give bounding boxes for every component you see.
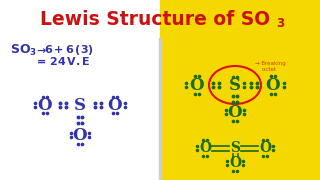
Text: O: O (229, 156, 241, 170)
Text: $\mathbf{6+6\,(3)}$: $\mathbf{6+6\,(3)}$ (44, 43, 94, 57)
Text: S: S (74, 96, 86, 114)
Text: O: O (228, 103, 242, 120)
Bar (160, 0, 320, 38)
Text: O: O (73, 127, 87, 143)
Text: S: S (229, 76, 241, 93)
Text: S: S (230, 141, 240, 155)
Text: O: O (199, 141, 211, 155)
Text: $\mathbf{=\,24\,V.E}$: $\mathbf{=\,24\,V.E}$ (34, 55, 91, 67)
Text: O: O (259, 141, 271, 155)
Text: O: O (190, 76, 204, 93)
Text: O: O (266, 76, 280, 93)
Text: 3: 3 (276, 17, 284, 30)
Bar (160, 38, 320, 180)
Text: O: O (108, 96, 122, 114)
Text: $\mathbf{SO_3}$: $\mathbf{SO_3}$ (10, 42, 37, 58)
Bar (0, 0, 160, 38)
Text: → Breaking
    octet: → Breaking octet (255, 61, 286, 72)
Text: $\mathbf{\rightarrow}$: $\mathbf{\rightarrow}$ (34, 45, 47, 55)
Bar (159, 38, 161, 180)
Text: Lewis Structure of SO: Lewis Structure of SO (40, 10, 270, 28)
Text: O: O (38, 96, 52, 114)
